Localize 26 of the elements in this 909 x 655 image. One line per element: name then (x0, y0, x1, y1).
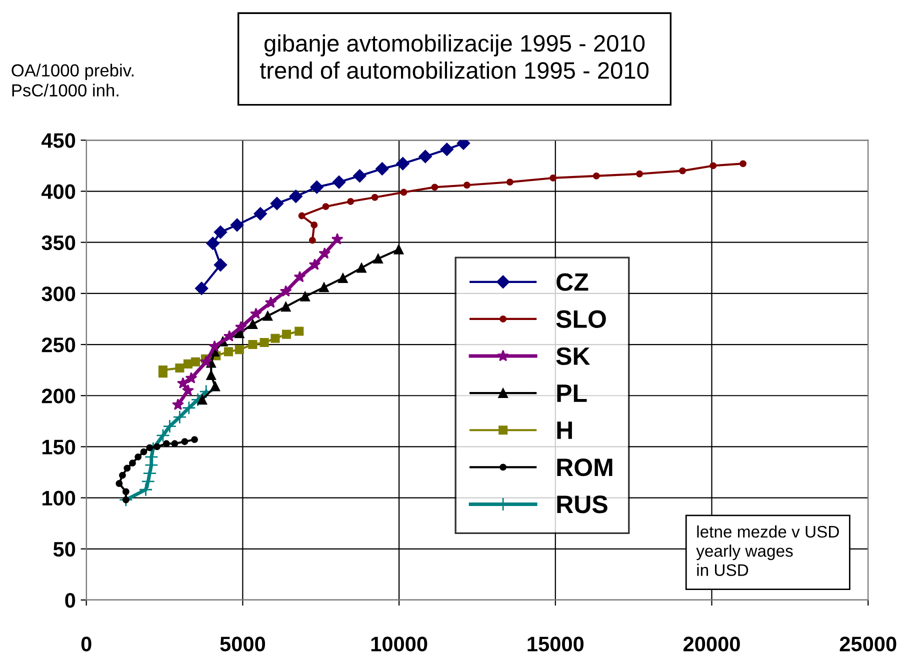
y-axis-title: OA/1000 prebiv. PsC/1000 inh. (12, 64, 134, 97)
legend-label: ROM (557, 458, 612, 476)
legend-label: SK (556, 347, 590, 366)
x-tick-label: 25000 (840, 636, 896, 652)
legend-label: CZ (556, 273, 588, 291)
y-tick-label: 400 (42, 184, 76, 200)
y-tick-label: 0 (65, 592, 76, 608)
y-tick-label: 50 (53, 542, 76, 557)
y-tick-label: 150 (42, 440, 76, 454)
y-tick-label: 250 (42, 338, 76, 352)
legend-label: RUS (557, 496, 608, 514)
legend-label: SLO (556, 310, 606, 328)
y-tick-label: 100 (42, 490, 76, 506)
y-tick-label: 350 (42, 235, 76, 250)
y-tick-label: 300 (42, 286, 76, 302)
x-tick-label: 10000 (371, 636, 428, 652)
x-tick-label: 5000 (220, 636, 266, 652)
legend-label: H (557, 422, 572, 439)
x-axis-title: letne mezde v USD yearly wages in USD (696, 525, 839, 576)
x-tick-label: 0 (81, 636, 92, 652)
chart-title: gibanje avtomobilizacije 1995 - 2010 trend of automobilization 1995 - 2010 (260, 34, 649, 79)
legend-label: PL (557, 384, 587, 402)
x-tick-label: 20000 (684, 636, 740, 652)
x-tick-label: 15000 (528, 636, 584, 652)
y-tick-label: 200 (42, 388, 76, 404)
y-tick-label: 450 (42, 133, 76, 148)
